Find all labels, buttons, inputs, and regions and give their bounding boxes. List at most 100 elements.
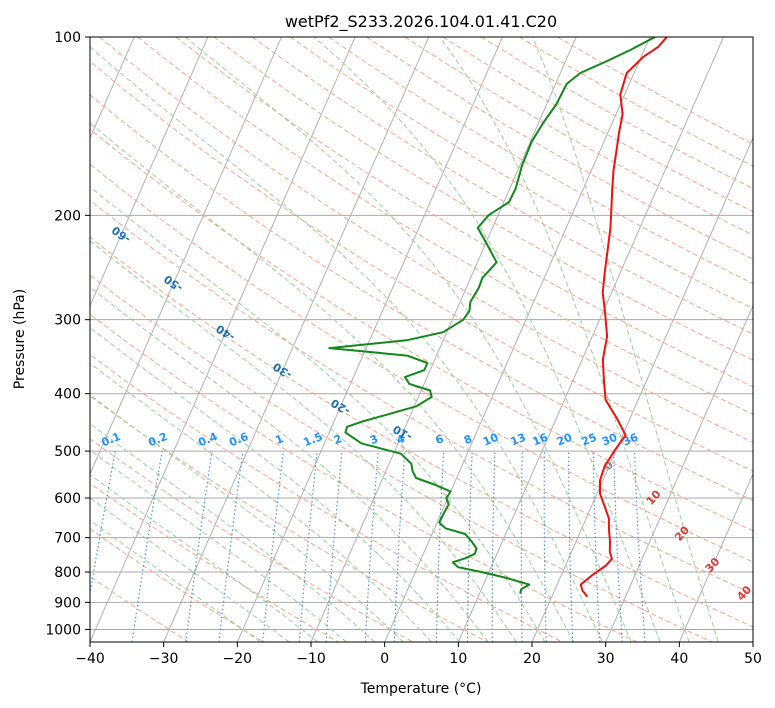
mixing-ratio-label: 2 xyxy=(332,432,344,447)
moist-adiabats xyxy=(90,37,719,642)
x-axis-ticks: −40 −30 −20 −10 0 10 20 30 40 50 xyxy=(75,642,762,667)
dry-adiabat-line xyxy=(90,60,753,472)
moist-adiabat-line xyxy=(90,497,290,642)
mixing-ratio-label: 25 xyxy=(580,431,599,449)
moist-adiabat-label: 20 xyxy=(672,523,692,543)
moist-adiabat-line xyxy=(90,449,347,642)
mixing-ratio-label: 0.6 xyxy=(227,430,250,449)
moist-adiabat-line xyxy=(90,474,319,642)
x-axis-label: Temperature (°C) xyxy=(360,681,482,697)
y-axis-ticks: 100 200 300 400 500 600 700 800 900 1000 xyxy=(45,30,90,638)
y-tick-label: 600 xyxy=(54,491,81,507)
y-axis-label: Pressure (hPa) xyxy=(12,289,28,389)
plot-area: 0.10.20.40.611.52346810131620253036-100-… xyxy=(0,37,754,642)
y-tick-label: 1000 xyxy=(45,622,81,638)
dry-adiabat-label: -50 xyxy=(161,272,185,294)
dry-adiabat-line xyxy=(90,313,638,642)
mixing-ratio-label: 20 xyxy=(555,431,574,449)
isotherm-line xyxy=(0,37,61,642)
isotherm-line xyxy=(457,37,724,642)
moist-adiabat-line xyxy=(90,422,376,642)
mixing-ratio-lines xyxy=(90,451,646,642)
y-tick-label: 900 xyxy=(54,595,81,611)
y-tick-label: 200 xyxy=(54,208,81,224)
moist-adiabat-line xyxy=(90,286,489,642)
x-tick-label: 40 xyxy=(670,651,688,667)
dewpoint-profile-line xyxy=(328,37,656,594)
mixing-ratio-line xyxy=(131,451,163,642)
mixing-ratio-line xyxy=(262,451,285,642)
mixing-ratio-label: 8 xyxy=(462,432,474,447)
mixing-ratio-line xyxy=(185,451,213,642)
mixing-ratio-line xyxy=(364,451,379,642)
mixing-ratio-line xyxy=(435,451,445,642)
x-tick-label: 20 xyxy=(523,651,541,667)
dry-adiabat-line xyxy=(213,37,753,361)
mixing-ratio-line xyxy=(466,451,473,642)
dry-adiabat-line xyxy=(90,438,414,642)
moist-adiabat-line xyxy=(439,37,690,642)
x-tick-label: 0 xyxy=(380,651,389,667)
isotherm-line xyxy=(605,304,753,642)
isotherm-grid xyxy=(0,37,753,642)
mixing-ratio-line xyxy=(90,451,116,597)
dry-adiabat-line xyxy=(137,37,753,415)
dry-adiabat-line xyxy=(90,236,753,628)
isotherm-line xyxy=(236,37,503,642)
dry-adiabat-line xyxy=(366,37,753,260)
x-tick-label: −20 xyxy=(223,651,253,667)
mixing-ratio-label: 1.5 xyxy=(302,430,325,449)
y-tick-label: 500 xyxy=(54,444,81,460)
moist-adiabat-line xyxy=(313,37,661,642)
y-tick-label: 400 xyxy=(54,387,81,403)
mixing-ratio-line xyxy=(298,451,318,642)
dry-adiabat-line xyxy=(90,163,753,563)
dry-adiabat-label: -20 xyxy=(328,396,352,418)
moist-adiabat-line xyxy=(185,37,632,642)
moist-adiabat-label: 10 xyxy=(644,487,664,507)
dry-adiabat-label: -30 xyxy=(270,360,294,382)
mixing-ratio-label: 0.1 xyxy=(100,430,123,449)
moist-adiabat-line xyxy=(90,519,261,642)
dry-adiabat-line xyxy=(90,353,563,642)
isotherm-line xyxy=(90,37,282,476)
mixing-ratio-label: 30 xyxy=(600,431,619,449)
x-tick-label: 50 xyxy=(744,651,762,667)
isotherm-line xyxy=(384,37,651,642)
mixing-ratio-label: 10 xyxy=(481,431,500,449)
isotherm-line xyxy=(90,37,356,642)
chart-title: wetPf2_S233.2026.104.01.41.C20 xyxy=(285,12,557,32)
dry-adiabat-line xyxy=(90,94,753,502)
isotherm-line xyxy=(90,37,209,308)
dry-adiabat-label: -80 xyxy=(1,133,25,156)
dry-adiabat-line xyxy=(90,128,753,532)
mixing-ratio-line xyxy=(568,451,574,642)
mixing-ratio-line xyxy=(325,451,343,642)
moist-adiabat-line xyxy=(90,394,404,642)
mixing-ratio-line xyxy=(218,451,244,642)
mixing-ratio-label: 0.2 xyxy=(146,430,169,449)
isotherm-line xyxy=(531,136,753,642)
dry-adiabat-line xyxy=(90,274,712,642)
dry-adiabat-line xyxy=(99,37,753,443)
y-tick-label: 100 xyxy=(54,30,81,46)
isotherm-line xyxy=(678,472,753,642)
y-tick-label: 700 xyxy=(54,531,81,547)
mixing-ratio-label: 1 xyxy=(273,432,285,447)
dry-adiabat-line xyxy=(90,199,753,595)
mixing-ratio-label: 3 xyxy=(368,432,380,447)
moist-adiabat-label: 40 xyxy=(734,583,754,603)
mixing-ratio-line xyxy=(520,451,523,642)
dry-adiabat-line xyxy=(480,37,753,190)
x-tick-label: −30 xyxy=(149,651,179,667)
dry-adiabat-label: -40 xyxy=(213,321,237,343)
isobar-grid xyxy=(90,37,753,630)
dry-adiabats xyxy=(90,37,753,642)
moist-adiabat-line xyxy=(90,186,546,642)
dry-adiabat-line xyxy=(252,37,753,335)
dry-adiabat-label: -10 xyxy=(390,422,414,443)
moist-adiabat-line xyxy=(90,240,517,642)
x-tick-label: 30 xyxy=(597,651,615,667)
y-tick-label: 300 xyxy=(54,313,81,329)
